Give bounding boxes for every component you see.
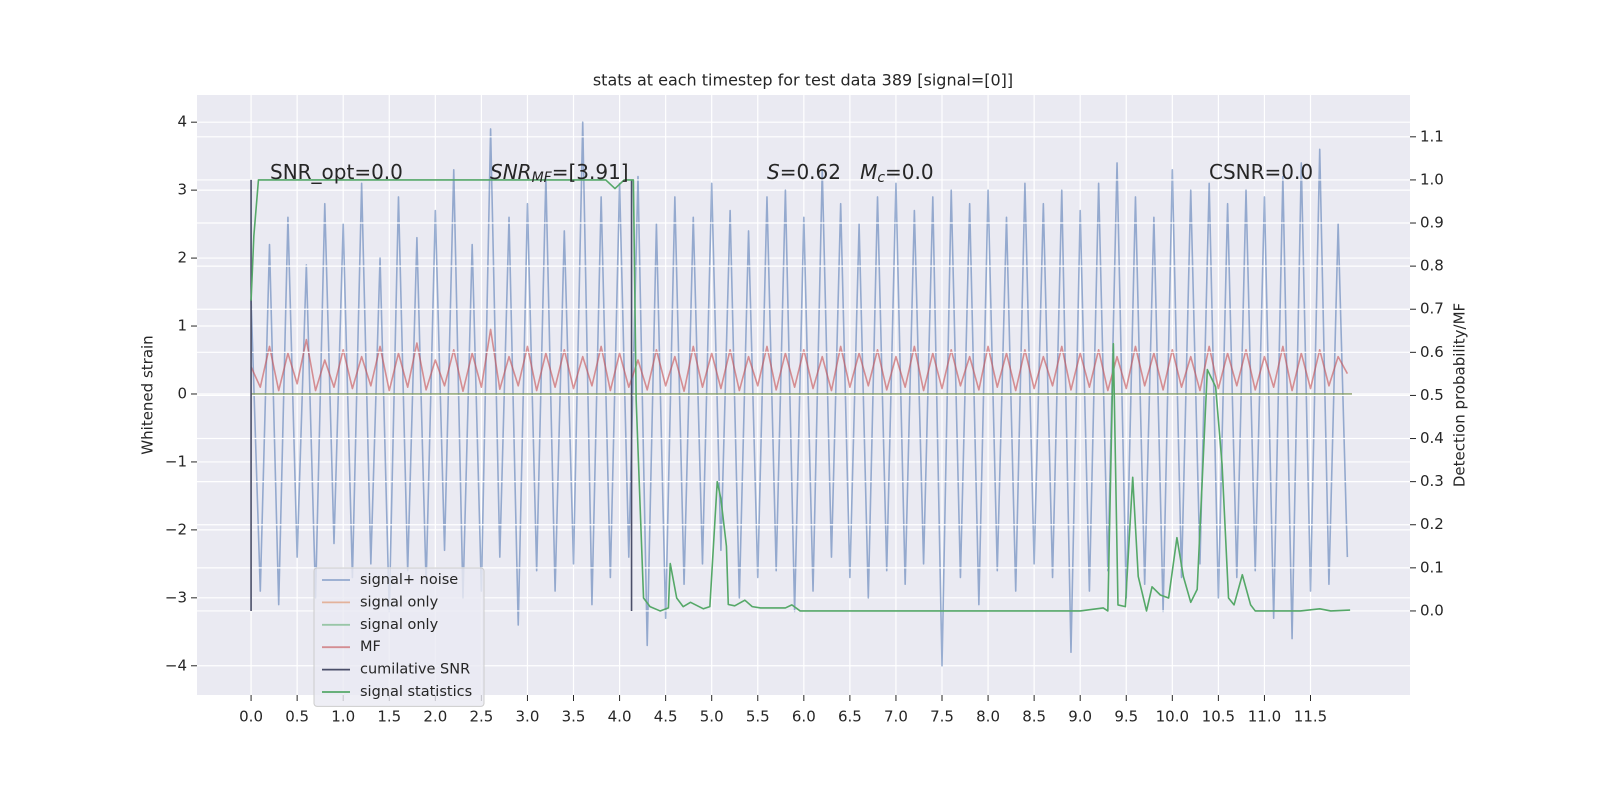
y2-tick-label: 0.2 (1420, 515, 1444, 533)
annotation: SNRMF=[3.91] (490, 160, 629, 187)
annotation: CSNR=0.0 (1209, 160, 1313, 184)
x-tick-label: 5.0 (700, 708, 724, 726)
y2-axis-label: Detection probability/MF (1451, 303, 1469, 487)
y-tick-label: 0 (177, 384, 187, 402)
x-tick-label: 6.5 (838, 708, 862, 726)
annotation-part: =[3.91] (552, 160, 629, 184)
series-line (250, 328, 1349, 393)
y-tick-label: −4 (165, 656, 187, 674)
x-tick-label: 1.0 (331, 708, 355, 726)
x-tick-label: 6.0 (792, 708, 816, 726)
x-tick-label: 0.5 (285, 708, 309, 726)
x-tick-label: 1.5 (377, 708, 401, 726)
y-tick-label: 1 (177, 317, 187, 335)
legend-label: cumilative SNR (360, 662, 470, 678)
x-tick-label: 3.0 (516, 708, 540, 726)
y-tick-label: −3 (165, 588, 187, 606)
annotation-part: =0.62 (780, 160, 860, 184)
annotation-part: S (767, 160, 780, 184)
annotation-part: SNR (490, 160, 532, 184)
annotation-part: SNR_opt=0.0 (270, 160, 403, 184)
x-tick-label: 2.0 (423, 708, 447, 726)
x-tick-label: 8.0 (976, 708, 1000, 726)
x-tick-label: 11.5 (1294, 708, 1327, 726)
x-tick-label: 9.5 (1114, 708, 1138, 726)
series-line (250, 179, 1351, 612)
x-tick-label: 3.5 (562, 708, 586, 726)
y-tick-label: −2 (165, 520, 187, 538)
x-tick-label: 7.0 (884, 708, 908, 726)
x-tick-label: 10.5 (1202, 708, 1235, 726)
annotation-part: c (877, 170, 885, 186)
annotation-part: CSNR=0.0 (1209, 160, 1313, 184)
annotation-part: =0.0 (885, 160, 934, 184)
x-tick-label: 4.5 (654, 708, 678, 726)
y2-tick-label: 0.0 (1420, 601, 1444, 619)
annotation: S=0.62 Mc=0.0 (767, 160, 934, 187)
legend-label: signal statistics (360, 684, 472, 700)
y2-tick-label: 0.4 (1420, 429, 1444, 447)
series-line (250, 121, 1349, 667)
y2-tick-label: 0.9 (1420, 214, 1444, 232)
legend-box (313, 567, 485, 707)
x-tick-label: 7.5 (930, 708, 954, 726)
annotation-part: M (860, 160, 877, 184)
x-tick-label: 0.0 (239, 708, 263, 726)
x-tick-label: 11.0 (1248, 708, 1281, 726)
y-tick-label: 2 (177, 249, 187, 267)
y-tick-label: 4 (177, 113, 187, 131)
x-tick-label: 2.5 (469, 708, 493, 726)
legend: signal+ noise signal only signal only MF cum… (313, 567, 485, 707)
y2-tick-label: 0.3 (1420, 472, 1444, 490)
legend-label: signal+ noise (360, 572, 458, 588)
legend-label: signal only (360, 594, 439, 610)
x-tick-label: 5.5 (746, 708, 770, 726)
legend-label: signal only (360, 617, 439, 633)
x-tick-label: 10.0 (1156, 708, 1189, 726)
series-line (250, 179, 633, 611)
y2-tick-label: 0.6 (1420, 343, 1444, 361)
y2-tick-label: 1.0 (1420, 170, 1444, 188)
y2-tick-label: 1.1 (1420, 127, 1444, 145)
y2-tick-label: 0.8 (1420, 257, 1444, 275)
annotation-part: MF (532, 170, 553, 186)
y2-tick-label: 0.1 (1420, 558, 1444, 576)
y-axis-label: Whitened strain (139, 335, 157, 454)
y2-tick-label: 0.7 (1420, 300, 1444, 318)
x-tick-label: 8.5 (1022, 708, 1046, 726)
x-tick-label: 9.0 (1068, 708, 1092, 726)
annotation: SNR_opt=0.0 (270, 160, 403, 184)
y-tick-label: −1 (165, 452, 187, 470)
x-tick-label: 4.0 (608, 708, 632, 726)
y-tick-label: 3 (177, 181, 187, 199)
legend-label: MF (360, 639, 381, 655)
y2-tick-label: 0.5 (1420, 386, 1444, 404)
chart-title: stats at each timestep for test data 389… (593, 71, 1013, 90)
